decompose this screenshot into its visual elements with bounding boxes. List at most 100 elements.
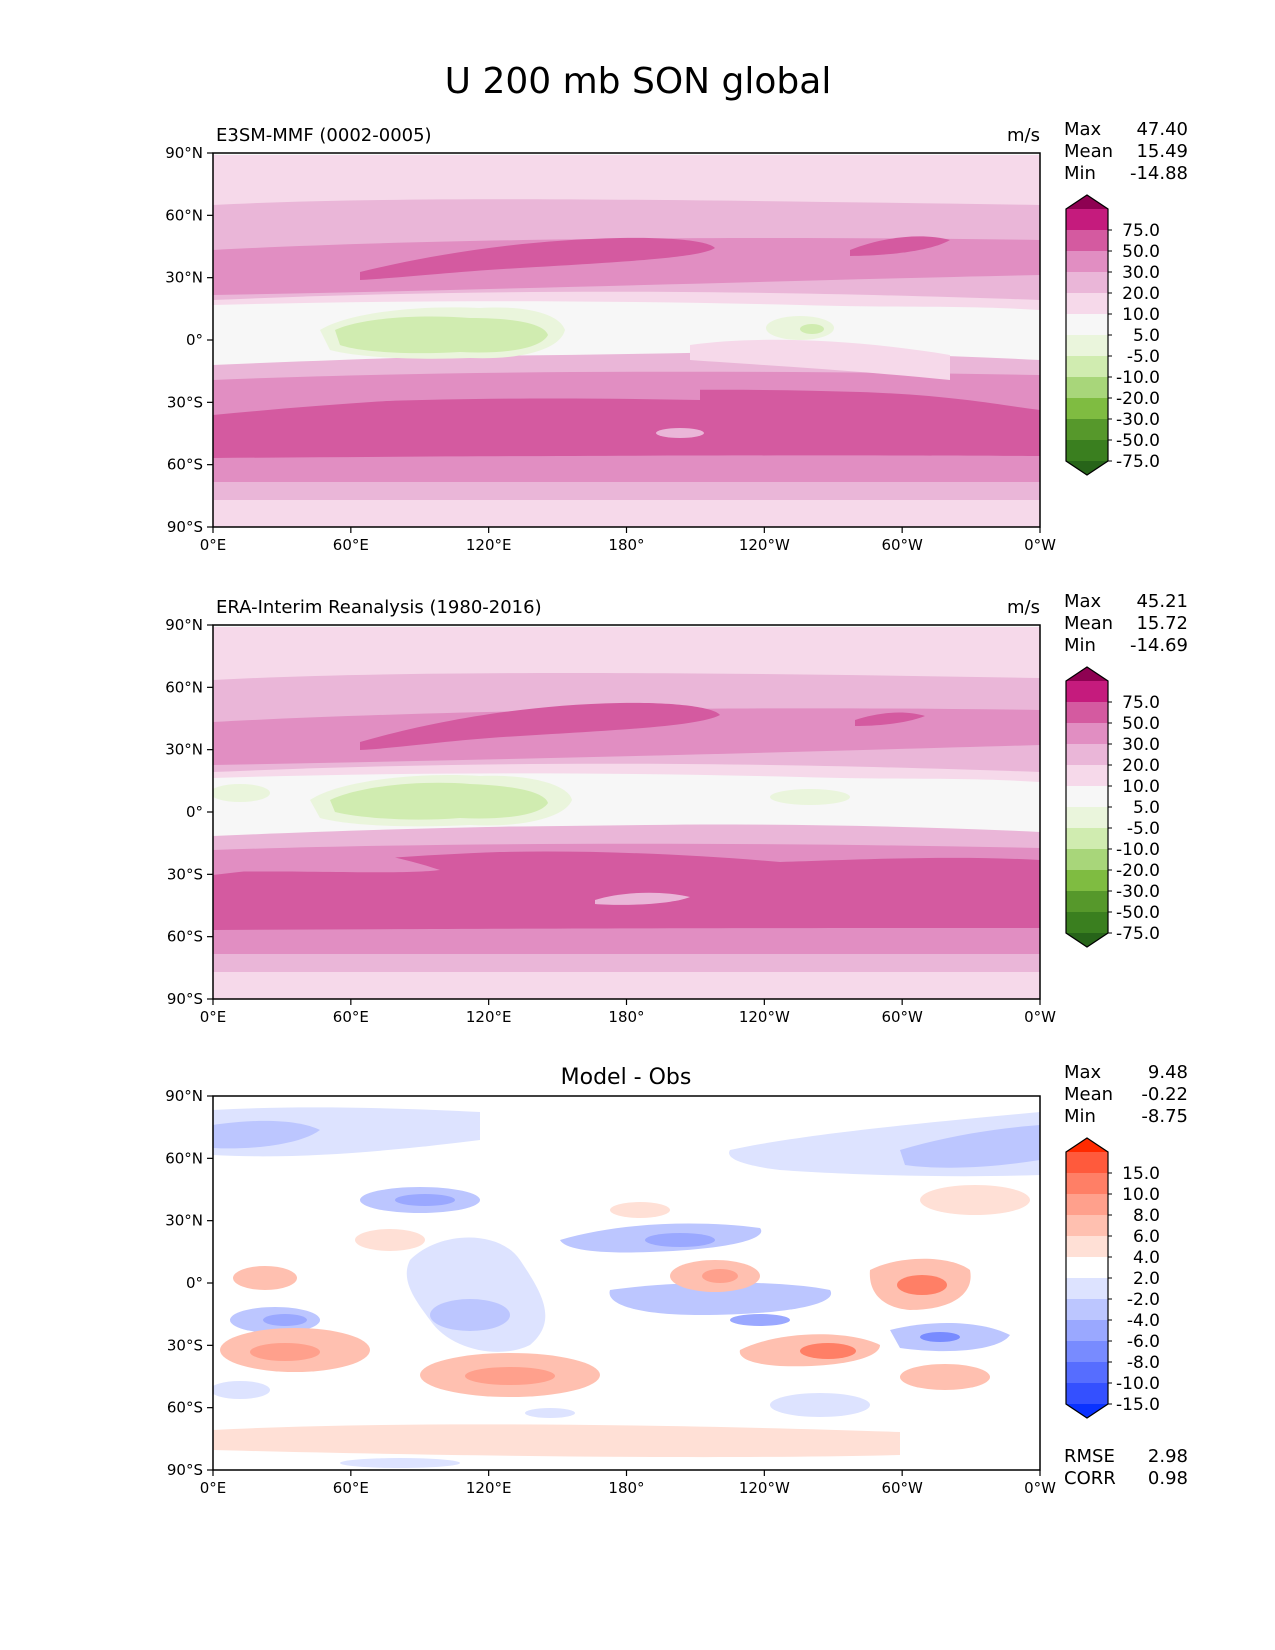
colorbar-label: 30.0 — [1122, 263, 1160, 283]
colorbar-swatch — [1066, 786, 1108, 807]
panel-title-model: E3SM-MMF (0002-0005) — [216, 125, 432, 146]
x-tick-label: 0°E — [200, 1008, 227, 1026]
colorbar-swatch — [1066, 1257, 1108, 1278]
y-tick-label: 0° — [186, 803, 203, 821]
stat-value-min: -14.69 — [1130, 635, 1188, 656]
colorbar-label: -50.0 — [1116, 903, 1160, 923]
units-label-reference: m/s — [1007, 597, 1040, 618]
x-tick-label: 0°W — [1024, 1479, 1056, 1497]
y-tick-label: 90°S — [167, 990, 203, 1008]
colorbar-swatch — [1066, 849, 1108, 870]
colorbar-swatch — [1066, 765, 1108, 786]
figure-title: U 200 mb SON global — [445, 61, 832, 102]
colorbar-label: -10.0 — [1116, 840, 1160, 860]
colorbar-swatch — [1066, 356, 1108, 377]
y-tick-label: 0° — [186, 331, 203, 349]
panel-model: E3SM-MMF (0002-0005) m/s Max 47.40 Mean … — [165, 119, 1188, 554]
y-axis-ticks-model: 90°N 60°N 30°N 0° 30°S 60°S 90°S — [165, 144, 213, 536]
y-tick-label: 30°S — [167, 1336, 203, 1354]
y-tick-label: 90°S — [167, 1461, 203, 1479]
x-tick-label: 60°E — [333, 1008, 369, 1026]
colorbar-label: 20.0 — [1122, 756, 1160, 776]
colorbar-swatch — [1066, 1383, 1108, 1404]
colorbar-swatch — [1066, 870, 1108, 891]
metric-label-rmse: RMSE — [1064, 1446, 1115, 1467]
colorbar-swatch — [1066, 1194, 1108, 1215]
y-tick-label: 30°N — [165, 741, 203, 759]
x-axis-ticks-model: 0°E 60°E 120°E 180° 120°W 60°W 0°W — [200, 527, 1056, 554]
colorbar-label: -5.0 — [1127, 347, 1160, 367]
y-tick-label: 90°N — [165, 616, 203, 634]
x-axis-ticks-reference: 0°E 60°E 120°E 180° 120°W 60°W 0°W — [200, 999, 1056, 1026]
colorbar-label: -20.0 — [1116, 861, 1160, 881]
colorbar-label: 6.0 — [1133, 1227, 1160, 1247]
colorbar-label: -8.0 — [1127, 1353, 1160, 1373]
colorbar-label: 75.0 — [1122, 693, 1160, 713]
colorbar-label: -50.0 — [1116, 431, 1160, 451]
y-axis-ticks-reference: 90°N 60°N 30°N 0° 30°S 60°S 90°S — [165, 616, 213, 1008]
y-tick-label: 60°N — [165, 206, 203, 224]
map-field-model — [213, 153, 1040, 527]
panel-title-difference: Model - Obs — [561, 1065, 692, 1090]
y-tick-label: 60°N — [165, 1149, 203, 1167]
colorbar-extend-max — [1066, 667, 1108, 681]
y-tick-label: 90°N — [165, 1087, 203, 1105]
colorbar-label: 8.0 — [1133, 1206, 1160, 1226]
colorbar-extend-min — [1066, 933, 1108, 947]
x-tick-label: 60°E — [333, 536, 369, 554]
y-tick-label: 30°S — [167, 393, 203, 411]
colorbar-swatch — [1066, 293, 1108, 314]
x-tick-label: 120°E — [466, 536, 512, 554]
colorbar-label: 75.0 — [1122, 221, 1160, 241]
x-tick-label: 0°W — [1024, 536, 1056, 554]
colorbar-label: -30.0 — [1116, 410, 1160, 430]
x-tick-label: 180° — [608, 1479, 644, 1497]
colorbar-swatch — [1066, 723, 1108, 744]
colorbar-label: -2.0 — [1127, 1290, 1160, 1310]
colorbar-swatch — [1066, 419, 1108, 440]
map-field-difference — [213, 1096, 1040, 1470]
colorbar-label: -75.0 — [1116, 924, 1160, 944]
colorbar-label: 5.0 — [1133, 326, 1160, 346]
colorbar-label: 5.0 — [1133, 798, 1160, 818]
y-tick-label: 30°N — [165, 1212, 203, 1230]
colorbar-swatch — [1066, 1236, 1108, 1257]
y-tick-label: 60°S — [167, 456, 203, 474]
panel-difference: Model - Obs Max 9.48 Mean -0.22 Min -8.7… — [165, 1062, 1188, 1497]
colorbar-label: 10.0 — [1122, 1185, 1160, 1205]
stat-value-mean: 15.72 — [1136, 613, 1188, 634]
colorbar-extend-min — [1066, 461, 1108, 475]
x-tick-label: 120°W — [739, 536, 790, 554]
colorbar-label: 30.0 — [1122, 735, 1160, 755]
colorbar-label: -15.0 — [1116, 1395, 1160, 1415]
y-tick-label: 60°N — [165, 678, 203, 696]
colorbar-swatch — [1066, 272, 1108, 293]
colorbar-swatch — [1066, 1173, 1108, 1194]
colorbar-swatch — [1066, 440, 1108, 461]
stat-value-max: 47.40 — [1136, 119, 1188, 140]
colorbar-swatch — [1066, 1215, 1108, 1236]
x-tick-label: 60°E — [333, 1479, 369, 1497]
x-tick-label: 0°E — [200, 536, 227, 554]
colorbar-swatch — [1066, 314, 1108, 335]
colorbar-label: -10.0 — [1116, 1374, 1160, 1394]
stat-label-mean: Mean — [1064, 141, 1113, 162]
panel-title-reference: ERA-Interim Reanalysis (1980-2016) — [216, 597, 542, 618]
y-axis-ticks-difference: 90°N 60°N 30°N 0° 30°S 60°S 90°S — [165, 1087, 213, 1479]
colorbar-swatch — [1066, 1152, 1108, 1173]
metric-value-rmse: 2.98 — [1148, 1446, 1188, 1467]
colorbar-extend-max — [1066, 195, 1108, 209]
stat-label-max: Max — [1064, 1062, 1102, 1083]
stat-value-max: 9.48 — [1148, 1062, 1188, 1083]
x-tick-label: 120°E — [466, 1479, 512, 1497]
colorbar-label: -20.0 — [1116, 389, 1160, 409]
map-field-reference — [213, 625, 1040, 999]
panel-reference: ERA-Interim Reanalysis (1980-2016) m/s M… — [165, 591, 1188, 1026]
colorbar-swatch — [1066, 1341, 1108, 1362]
colorbar-extend-max — [1066, 1138, 1108, 1152]
colorbar-swatch — [1066, 1299, 1108, 1320]
x-tick-label: 180° — [608, 536, 644, 554]
colorbar-swatch — [1066, 1278, 1108, 1299]
colorbar-swatch — [1066, 912, 1108, 933]
